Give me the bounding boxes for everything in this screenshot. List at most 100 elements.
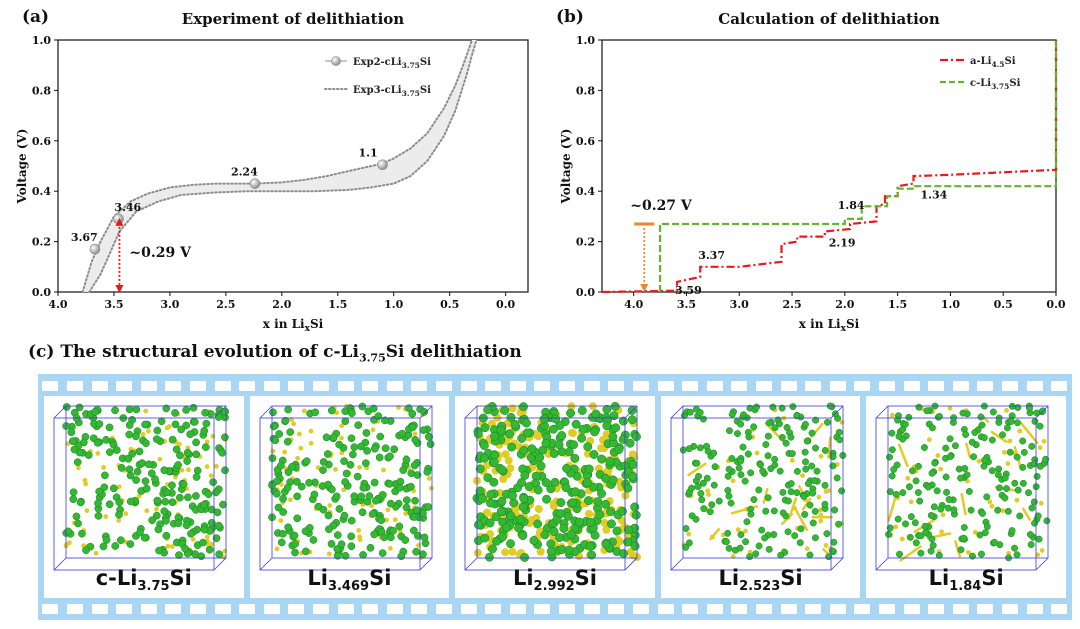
x-tick-label: 2.0 <box>272 298 291 311</box>
si-atom <box>326 551 332 557</box>
structure-label: Li2.992Si <box>455 566 655 594</box>
li-atom <box>899 489 907 497</box>
li-atom <box>980 462 988 470</box>
li-atom <box>762 507 769 515</box>
film-hole <box>632 603 649 614</box>
li-atom <box>1043 517 1051 525</box>
li-atom <box>733 430 741 438</box>
data-point <box>377 159 388 171</box>
li-atom <box>423 468 431 476</box>
y-tick-label: 1.0 <box>32 34 51 47</box>
structure-label-prefix: Li <box>512 565 534 590</box>
film-hole <box>903 380 920 391</box>
li-atom <box>480 441 489 451</box>
si-atom <box>281 449 287 455</box>
li-atom <box>221 407 230 416</box>
li-atom <box>408 423 417 432</box>
li-atom <box>160 507 169 516</box>
film-hole <box>91 603 108 614</box>
li-atom <box>385 480 393 488</box>
film-hole <box>632 380 649 391</box>
li-atom <box>269 422 278 431</box>
li-atom <box>190 418 199 426</box>
li-atom <box>375 453 384 462</box>
structure-label-subscript: 2.523 <box>739 579 781 594</box>
li-atom <box>611 423 621 433</box>
cell-box-edge <box>419 405 432 419</box>
film-hole <box>436 380 453 391</box>
si-atom <box>173 474 178 480</box>
li-atom <box>402 455 410 464</box>
cell-box-back <box>875 417 1037 571</box>
si-atom <box>705 492 711 498</box>
li-atom <box>132 476 140 484</box>
film-hole <box>189 380 206 391</box>
li-atom <box>192 492 200 500</box>
li-atom <box>1008 417 1015 425</box>
si-atom <box>501 450 510 459</box>
li-atom <box>218 448 227 457</box>
li-atom <box>996 484 1004 492</box>
structure-frames: c-Li3.75Si Li3.469Si Li2.992Si Li2.523Si Li1… <box>44 396 1066 598</box>
li-atom <box>889 446 897 454</box>
x-tick-label: 1.5 <box>888 298 907 311</box>
li-atom <box>147 469 156 478</box>
li-atom <box>339 457 348 465</box>
li-atom <box>125 405 134 414</box>
cell-box-edge <box>53 405 67 419</box>
li-atom <box>413 471 421 479</box>
li-atom <box>132 405 141 414</box>
cell-box-front <box>887 405 1049 559</box>
li-atom <box>184 493 192 502</box>
li-atom <box>483 405 493 415</box>
y-tick-label: 0.4 <box>32 185 51 198</box>
si-bond <box>887 498 897 522</box>
li-atom <box>535 453 545 462</box>
li-atom <box>202 419 211 428</box>
si-atom <box>818 453 824 459</box>
li-atom <box>522 418 532 428</box>
film-hole <box>436 603 453 614</box>
li-atom <box>175 493 184 502</box>
li-atom <box>1031 498 1039 506</box>
step-label: 1.84 <box>838 199 865 212</box>
li-atom <box>1034 472 1041 480</box>
film-hole <box>140 603 157 614</box>
structure-label: Li1.84Si <box>866 566 1066 594</box>
li-atom <box>921 444 929 451</box>
li-atom <box>514 523 524 533</box>
li-atom <box>1001 494 1009 502</box>
li-atom <box>559 524 569 533</box>
si-atom <box>308 440 314 446</box>
li-atom <box>601 539 611 549</box>
film-hole <box>755 380 772 391</box>
li-atom <box>823 418 831 426</box>
point-label: 2.24 <box>231 166 258 179</box>
li-atom <box>828 547 836 555</box>
li-atom <box>205 545 214 554</box>
si-atom <box>82 477 88 483</box>
si-atom <box>597 444 606 453</box>
li-atom <box>906 483 914 491</box>
si-bond <box>1019 421 1039 445</box>
li-atom <box>410 513 418 521</box>
li-atom <box>72 512 81 521</box>
li-atom <box>192 450 201 459</box>
cell-box-front <box>271 405 432 559</box>
li-atom <box>67 428 76 437</box>
li-atom <box>174 519 183 528</box>
li-atom <box>542 494 552 504</box>
li-atom <box>699 479 707 487</box>
li-atom <box>486 498 496 508</box>
li-atom <box>502 523 512 533</box>
li-atom <box>221 433 229 442</box>
li-atom <box>893 491 901 498</box>
li-atom <box>696 409 704 416</box>
li-atom <box>790 532 798 540</box>
series-c-li375si-line <box>658 40 1058 292</box>
li-atom <box>1002 474 1010 482</box>
li-atom <box>64 527 73 536</box>
si-atom <box>385 507 390 513</box>
si-atom <box>966 550 972 555</box>
li-atom <box>369 404 378 413</box>
